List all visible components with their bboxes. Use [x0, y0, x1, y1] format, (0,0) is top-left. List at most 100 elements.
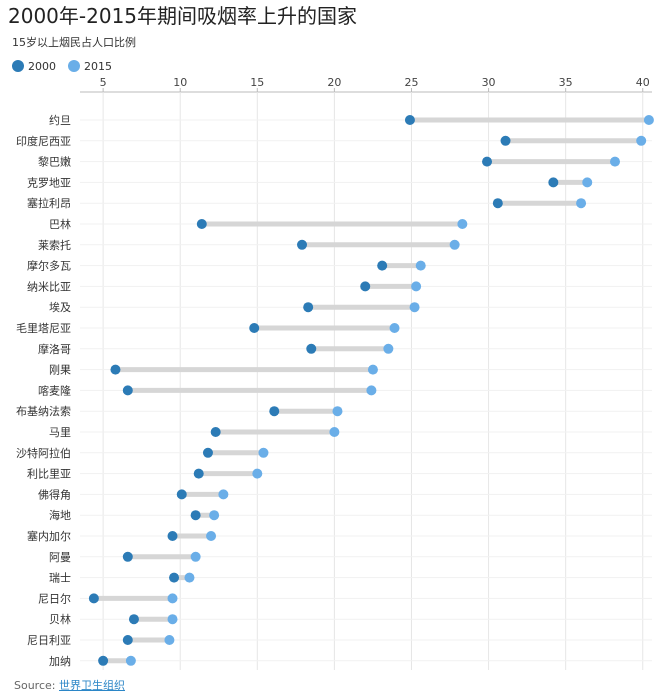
y-category-label: 贝林	[49, 612, 71, 626]
x-tick-label: 20	[327, 76, 341, 89]
point-2015	[190, 551, 201, 562]
y-category-label: 印度尼西亚	[16, 134, 71, 148]
point-2000	[297, 239, 308, 250]
point-2000	[210, 427, 221, 437]
y-category-label: 塞内加尔	[27, 529, 71, 543]
legend: 2000 2015	[12, 58, 124, 74]
y-category-label: 毛里塔尼亚	[16, 322, 71, 335]
point-2015	[636, 135, 647, 146]
y-category-label: 摩洛哥	[38, 342, 71, 356]
y-category-label: 刚果	[49, 364, 71, 377]
point-2015	[209, 510, 220, 521]
y-category-label: 阿曼	[49, 551, 71, 564]
point-2000	[377, 260, 388, 271]
point-2015	[609, 156, 620, 167]
y-category-label: 沙特阿拉伯	[16, 446, 71, 460]
point-2000	[360, 281, 371, 292]
y-category-label: 尼日尔	[38, 592, 71, 605]
x-tick-label: 5	[100, 76, 107, 89]
chart-subtitle: 15岁以上烟民占人口比例	[12, 36, 136, 49]
point-2015	[449, 239, 460, 250]
x-tick-label: 15	[250, 76, 264, 89]
chart-title: 2000年-2015年期间吸烟率上升的国家	[8, 4, 358, 28]
point-2000	[269, 406, 280, 417]
y-category-label: 布基纳法索	[16, 404, 71, 418]
point-2000	[122, 635, 133, 645]
point-2015	[184, 572, 195, 583]
point-2015	[415, 260, 426, 271]
point-2000	[492, 198, 503, 209]
y-category-label: 海地	[49, 508, 71, 522]
point-2000	[303, 302, 314, 313]
point-2000	[110, 364, 121, 375]
legend-label-2000: 2000	[28, 59, 56, 73]
point-2015	[258, 447, 269, 458]
source-label: Source:	[14, 679, 56, 692]
point-2000	[482, 156, 493, 167]
point-2015	[329, 427, 340, 437]
x-tick-label: 40	[636, 76, 650, 89]
legend-item-2015: 2015	[68, 60, 112, 73]
point-2000	[122, 385, 133, 396]
y-category-label: 克罗地亚	[27, 176, 71, 189]
point-2015	[366, 385, 377, 396]
point-2000	[306, 343, 317, 354]
point-2015	[125, 655, 136, 666]
x-tick-label: 30	[482, 76, 496, 89]
point-2015	[206, 531, 217, 541]
point-2000	[167, 531, 178, 541]
point-2015	[389, 323, 400, 333]
y-category-label: 纳米比亚	[27, 280, 71, 293]
point-2015	[457, 219, 468, 229]
point-2015	[167, 593, 178, 604]
point-2000	[190, 510, 201, 521]
point-2000	[249, 323, 260, 333]
y-category-label: 尼日利亚	[27, 634, 71, 647]
point-2000	[548, 177, 559, 188]
y-category-label: 巴林	[49, 217, 71, 231]
point-2000	[196, 219, 207, 229]
point-2000	[202, 447, 213, 458]
point-2000	[88, 593, 99, 604]
y-category-label: 加纳	[49, 655, 71, 668]
point-2015	[383, 343, 394, 354]
y-category-label: 黎巴嫩	[38, 155, 71, 169]
point-2000	[500, 135, 511, 146]
point-2015	[164, 635, 175, 645]
y-category-label: 莱索托	[38, 238, 71, 252]
point-2015	[167, 614, 178, 625]
point-2015	[411, 281, 422, 292]
source-note: Source: 世界卫生组织	[14, 677, 125, 693]
y-category-label: 塞拉利昂	[27, 196, 71, 210]
source-link[interactable]: 世界卫生组织	[59, 679, 125, 692]
y-category-label: 佛得角	[38, 488, 71, 501]
point-2015	[409, 302, 420, 313]
point-2000	[122, 551, 133, 562]
point-2000	[169, 572, 180, 583]
legend-swatch-2000	[12, 60, 24, 72]
y-category-label: 约旦	[49, 114, 71, 127]
point-2015	[576, 198, 587, 209]
y-category-label: 利比里亚	[27, 468, 71, 481]
x-tick-label: 10	[173, 76, 187, 89]
x-tick-label: 35	[559, 76, 573, 89]
point-2015	[252, 468, 263, 479]
legend-swatch-2015	[68, 60, 80, 72]
y-category-label: 埃及	[49, 300, 71, 314]
point-2000	[176, 489, 187, 500]
point-2000	[128, 614, 139, 625]
y-category-label: 瑞士	[49, 571, 71, 585]
point-2015	[643, 115, 654, 125]
point-2000	[98, 655, 109, 666]
point-2000	[193, 468, 204, 479]
x-tick-label: 25	[404, 76, 418, 89]
point-2015	[332, 406, 343, 417]
point-2015	[218, 489, 229, 500]
y-category-label: 摩尔多瓦	[27, 259, 71, 273]
legend-item-2000: 2000	[12, 60, 56, 73]
point-2015	[582, 177, 593, 188]
point-2015	[367, 364, 378, 375]
point-2000	[404, 115, 415, 125]
y-category-label: 喀麦隆	[38, 383, 71, 397]
